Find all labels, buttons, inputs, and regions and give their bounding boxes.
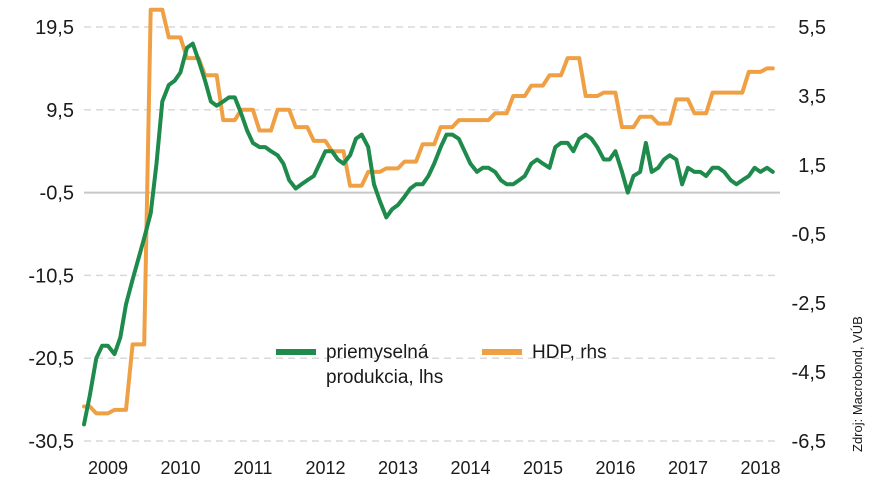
right-tick-label: -6,5 [792, 431, 826, 453]
right-tick-label: -2,5 [792, 293, 826, 315]
x-tick-label: 2014 [450, 458, 490, 478]
x-tick-label: 2009 [88, 458, 128, 478]
left-tick-label: 9,5 [46, 100, 74, 122]
gridlines [84, 26, 780, 442]
left-tick-label: -30,5 [28, 431, 74, 453]
x-tick-label: 2010 [160, 458, 200, 478]
x-tick-label: 2016 [595, 458, 635, 478]
series-line-industrial-production [82, 41, 775, 427]
right-tick-label: -4,5 [792, 362, 826, 384]
legend-label-gdp: HDP, rhs [532, 342, 607, 363]
right-tick-label: 1,5 [798, 155, 826, 177]
x-tick-label: 2012 [305, 458, 345, 478]
legend: priemyselná produkcia, lhs HDP, rhs [276, 342, 607, 388]
right-axis: 5,5 3,5 1,5 -0,5 -2,5 -4,5 -6,5 [792, 17, 826, 453]
right-tick-label: 5,5 [798, 17, 826, 39]
right-tick-label: -0,5 [792, 224, 826, 246]
left-tick-label: -10,5 [28, 265, 74, 287]
x-tick-label: 2013 [378, 458, 418, 478]
left-tick-label: -0,5 [40, 183, 74, 205]
left-axis: 19,5 9,5 -0,5 -10,5 -20,5 -30,5 [28, 17, 74, 453]
right-tick-label: 3,5 [798, 86, 826, 108]
x-axis: 2009 2010 2011 2012 2013 2014 2015 2016 2017 2018 [88, 458, 781, 478]
source-note: Zdroj: Macrobond, VÚB [850, 316, 865, 452]
left-tick-label: 19,5 [35, 17, 74, 39]
x-tick-label: 2011 [234, 458, 273, 478]
x-tick-label: 2018 [740, 458, 780, 478]
series-lines [82, 7, 775, 427]
x-tick-label: 2017 [668, 458, 708, 478]
x-tick-label: 2015 [523, 458, 563, 478]
legend-label-industrial-production-line1: priemyselná [326, 342, 429, 363]
left-tick-label: -20,5 [28, 348, 74, 370]
legend-label-industrial-production-line2: produkcia, lhs [326, 367, 443, 388]
